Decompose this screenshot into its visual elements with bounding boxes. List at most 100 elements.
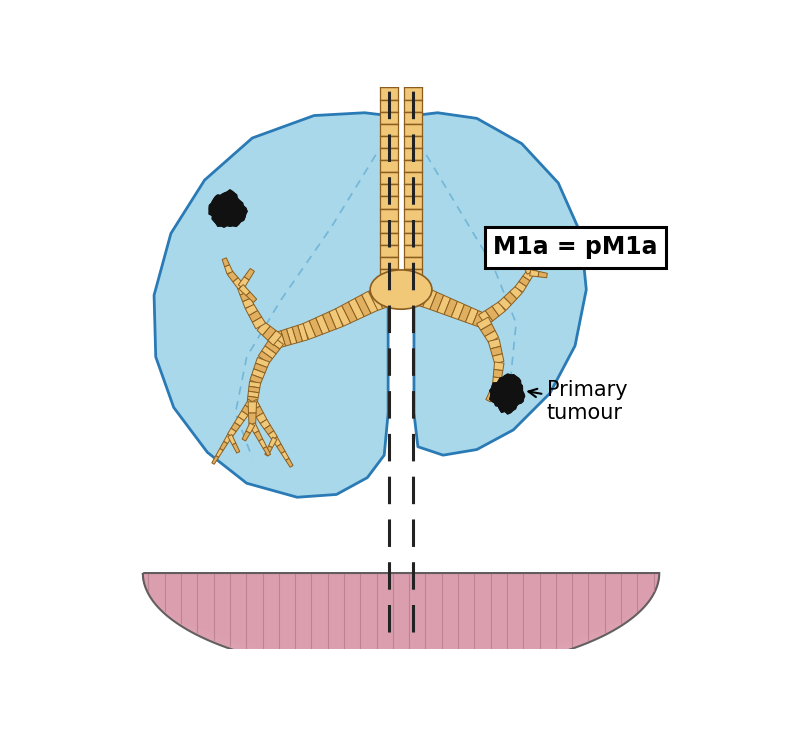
Polygon shape bbox=[232, 278, 244, 289]
Polygon shape bbox=[380, 221, 398, 233]
Polygon shape bbox=[404, 245, 422, 257]
Polygon shape bbox=[239, 284, 250, 296]
Polygon shape bbox=[275, 331, 285, 348]
Polygon shape bbox=[154, 113, 388, 497]
Polygon shape bbox=[489, 374, 525, 414]
Polygon shape bbox=[404, 100, 422, 112]
Polygon shape bbox=[263, 447, 270, 456]
Polygon shape bbox=[380, 257, 398, 269]
Polygon shape bbox=[242, 431, 250, 441]
Polygon shape bbox=[298, 324, 308, 341]
Polygon shape bbox=[391, 278, 405, 303]
Polygon shape bbox=[228, 270, 238, 282]
Polygon shape bbox=[286, 459, 293, 467]
Polygon shape bbox=[493, 383, 504, 394]
Polygon shape bbox=[498, 390, 507, 400]
Polygon shape bbox=[404, 172, 422, 184]
Polygon shape bbox=[492, 354, 504, 364]
Polygon shape bbox=[404, 148, 422, 160]
Polygon shape bbox=[519, 254, 529, 265]
Polygon shape bbox=[228, 428, 236, 437]
Polygon shape bbox=[385, 281, 400, 305]
Polygon shape bbox=[143, 573, 660, 660]
Polygon shape bbox=[380, 112, 398, 124]
Polygon shape bbox=[510, 286, 522, 299]
Polygon shape bbox=[485, 306, 499, 321]
Polygon shape bbox=[222, 258, 229, 267]
Polygon shape bbox=[380, 100, 398, 112]
Polygon shape bbox=[404, 196, 422, 208]
Polygon shape bbox=[380, 124, 398, 136]
Polygon shape bbox=[322, 312, 336, 332]
Polygon shape bbox=[248, 386, 260, 393]
Polygon shape bbox=[485, 330, 499, 343]
Polygon shape bbox=[250, 375, 262, 384]
Polygon shape bbox=[238, 277, 249, 289]
Polygon shape bbox=[252, 406, 263, 417]
Polygon shape bbox=[143, 573, 660, 670]
Polygon shape bbox=[246, 292, 257, 303]
Polygon shape bbox=[231, 422, 240, 432]
Polygon shape bbox=[143, 573, 660, 666]
Polygon shape bbox=[269, 437, 277, 448]
Polygon shape bbox=[228, 434, 236, 445]
Polygon shape bbox=[478, 311, 492, 326]
Polygon shape bbox=[342, 302, 357, 323]
Polygon shape bbox=[404, 160, 422, 172]
Polygon shape bbox=[404, 233, 422, 245]
Polygon shape bbox=[143, 573, 660, 659]
Polygon shape bbox=[252, 317, 266, 329]
Polygon shape bbox=[225, 265, 232, 274]
Polygon shape bbox=[348, 298, 364, 320]
Polygon shape bbox=[265, 446, 273, 456]
Polygon shape bbox=[404, 257, 422, 269]
Polygon shape bbox=[527, 264, 538, 275]
Polygon shape bbox=[335, 305, 351, 326]
Polygon shape bbox=[398, 279, 411, 302]
Polygon shape bbox=[380, 136, 398, 148]
Polygon shape bbox=[538, 251, 545, 260]
Polygon shape bbox=[437, 295, 451, 314]
Polygon shape bbox=[489, 383, 500, 394]
Polygon shape bbox=[281, 329, 291, 346]
Polygon shape bbox=[380, 208, 398, 221]
Ellipse shape bbox=[370, 270, 432, 309]
Polygon shape bbox=[143, 573, 660, 661]
Polygon shape bbox=[414, 113, 586, 455]
Polygon shape bbox=[245, 399, 256, 410]
Polygon shape bbox=[143, 573, 660, 672]
Polygon shape bbox=[422, 289, 437, 309]
Polygon shape bbox=[258, 351, 273, 364]
Polygon shape bbox=[380, 148, 398, 160]
Polygon shape bbox=[251, 369, 265, 378]
Polygon shape bbox=[380, 233, 398, 245]
Polygon shape bbox=[316, 315, 329, 334]
Polygon shape bbox=[459, 305, 471, 322]
Polygon shape bbox=[224, 434, 232, 444]
Polygon shape bbox=[411, 284, 423, 305]
Polygon shape bbox=[254, 363, 267, 373]
Polygon shape bbox=[281, 451, 289, 461]
Polygon shape bbox=[494, 362, 504, 370]
Polygon shape bbox=[143, 573, 660, 662]
Polygon shape bbox=[237, 285, 247, 295]
Polygon shape bbox=[374, 286, 388, 308]
Polygon shape bbox=[515, 281, 526, 292]
Polygon shape bbox=[530, 270, 539, 277]
Polygon shape bbox=[292, 325, 303, 343]
Polygon shape bbox=[250, 423, 258, 434]
Polygon shape bbox=[523, 270, 533, 281]
Polygon shape bbox=[242, 405, 252, 416]
Polygon shape bbox=[268, 431, 277, 440]
Polygon shape bbox=[498, 297, 511, 311]
Polygon shape bbox=[287, 327, 297, 345]
Polygon shape bbox=[220, 441, 228, 451]
Polygon shape bbox=[255, 431, 262, 441]
Text: Primary
tumour: Primary tumour bbox=[529, 381, 627, 424]
Polygon shape bbox=[380, 284, 394, 307]
Polygon shape bbox=[143, 573, 660, 674]
Polygon shape bbox=[430, 292, 444, 312]
Polygon shape bbox=[533, 257, 544, 268]
Polygon shape bbox=[265, 341, 280, 354]
Polygon shape bbox=[540, 244, 547, 252]
